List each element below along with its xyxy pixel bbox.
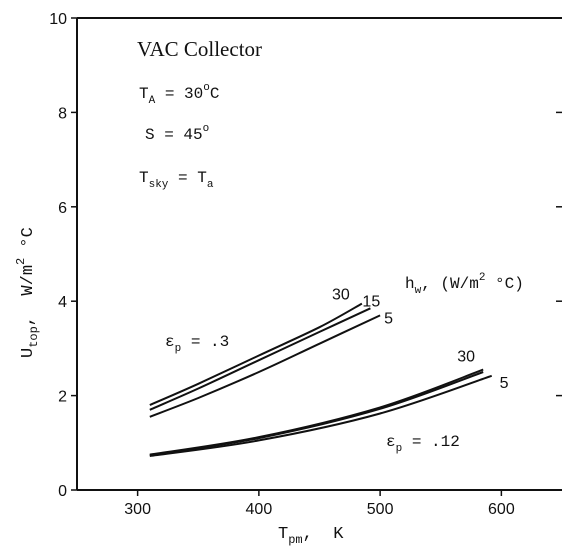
annotation-eps-high: εp = .3 <box>165 333 229 355</box>
annotation-tsky: Tsky = Ta <box>139 169 214 191</box>
x-tick-label-500: 500 <box>367 501 394 518</box>
annotation-eps-low: εp = .12 <box>386 433 460 455</box>
y-axis-label-main: U <box>19 348 38 358</box>
y-tick-label-0: 0 <box>58 483 67 500</box>
annotation-hw-tail: °C) <box>485 275 523 293</box>
y-axis-label-rest: , W/m <box>19 265 38 326</box>
annotation-eps-low-main: ε <box>386 433 396 451</box>
series-label-2: 5 <box>384 310 393 327</box>
series-label-1: 15 <box>362 293 380 310</box>
series-line-1 <box>149 307 371 411</box>
x-tick-label-300: 300 <box>124 501 151 518</box>
annotation-eps-high-main: ε <box>165 333 175 351</box>
annotation-hw-sup: 2 <box>479 272 486 284</box>
series-line-4 <box>149 371 484 457</box>
y-tick-label-10: 10 <box>49 11 67 28</box>
series-label-0: 30 <box>332 287 350 304</box>
annotation-ta-main: T <box>139 85 149 103</box>
annotation-ta-sup: o <box>203 82 210 94</box>
annotation-ta-tail: C <box>210 85 220 103</box>
y-tick-label-8: 8 <box>58 105 67 122</box>
annotation-hw: hw, (W/m2 °C) <box>405 272 524 297</box>
annotation-eps-low-rest: = .12 <box>402 433 460 451</box>
y-axis-label-sub: top <box>27 326 41 348</box>
annotation-title: VAC Collector <box>137 37 262 61</box>
tick-group: 300 400 500 600 0 2 4 6 8 10 <box>49 11 562 518</box>
x-axis-label: Tpm, K <box>278 525 344 546</box>
y-axis-label: Utop, W/m2 °C <box>14 227 41 358</box>
x-tick-label-400: 400 <box>246 501 273 518</box>
annotation-s: S = 45o <box>145 123 209 144</box>
annotation-eps-high-rest: = .3 <box>181 333 229 351</box>
annotation-ta-rest: = 30 <box>155 85 203 103</box>
annotation-eps-high-sub: p <box>175 343 182 355</box>
annotation-ta: TA = 30oC <box>139 82 219 107</box>
annotation-tsky-sub2: a <box>207 179 214 191</box>
annotation-ta-sub: A <box>149 95 156 107</box>
x-axis-label-main: T <box>278 525 288 544</box>
annotation-eps-low-sub: p <box>396 443 403 455</box>
annotation-s-sup: o <box>203 123 210 135</box>
annotation-hw-main: h <box>405 275 415 293</box>
annotation-hw-sub: w <box>415 285 422 297</box>
annotation-tsky-mid: = T <box>168 169 206 187</box>
series-line-2 <box>149 314 381 418</box>
annotation-hw-rest: , (W/m <box>421 275 479 293</box>
y-tick-label-2: 2 <box>58 389 67 406</box>
y-axis-label-sup: 2 <box>14 258 28 265</box>
y-tick-label-4: 4 <box>58 294 67 311</box>
annotation-s-main: S = 45 <box>145 126 203 144</box>
annotation-tsky-sub: sky <box>149 179 169 191</box>
y-axis-label-tail: °C <box>19 227 38 258</box>
x-axis-label-rest: , K <box>303 525 345 544</box>
y-tick-label-6: 6 <box>58 200 67 217</box>
x-axis-label-sub: pm <box>288 533 302 546</box>
series-label-5: 5 <box>500 375 509 392</box>
series-line-5 <box>149 374 493 457</box>
series-label-3: 30 <box>457 349 475 366</box>
x-tick-label-600: 600 <box>488 501 515 518</box>
annotation-tsky-main: T <box>139 169 149 187</box>
series-line-0 <box>149 302 363 406</box>
